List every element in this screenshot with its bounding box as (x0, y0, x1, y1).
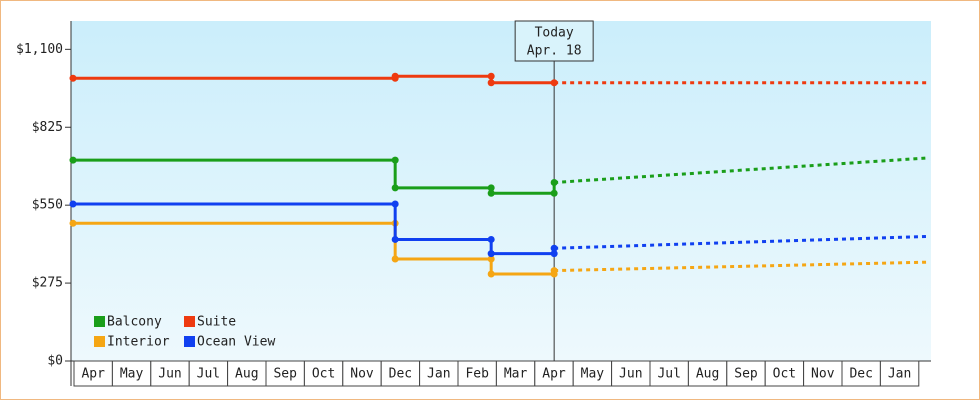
price-point (69, 219, 77, 227)
price-point (487, 250, 495, 258)
legend-label: Ocean View (197, 335, 275, 350)
price-point (487, 184, 495, 192)
price-point (487, 72, 495, 80)
month-cell (111, 360, 152, 387)
price-point (69, 156, 77, 164)
x-tick-label: Mar (504, 367, 528, 382)
x-tick-label: Jul (197, 367, 220, 382)
price-point (391, 255, 399, 263)
legend-swatch (94, 336, 105, 347)
y-tick-label: $1,100 (16, 42, 63, 57)
price-point (391, 72, 399, 80)
month-cell (649, 360, 689, 387)
x-tick-label: Jun (158, 367, 181, 382)
price-point (487, 270, 495, 278)
price-point (550, 189, 558, 197)
x-tick-label: Aug (235, 367, 258, 382)
price-point (69, 74, 77, 82)
price-point (69, 200, 77, 208)
month-cell (188, 360, 229, 387)
legend-swatch (94, 316, 105, 327)
x-tick-label: Apr (81, 367, 105, 382)
forecast-line (554, 234, 930, 250)
x-tick-label: May (120, 367, 144, 382)
price-point (391, 200, 399, 208)
month-cell (687, 360, 728, 387)
month-cell (879, 360, 920, 387)
y-tick-label: $550 (32, 198, 63, 213)
price-point (487, 255, 495, 263)
plot-area (71, 21, 931, 361)
price-point (391, 156, 399, 164)
legend-swatch (184, 316, 195, 327)
x-tick-label: Oct (773, 367, 796, 382)
x-tick-label: Jun (619, 367, 642, 382)
x-tick-label: Dec (849, 367, 872, 382)
legend-label: Interior (107, 335, 170, 350)
today-label: Today (535, 26, 574, 41)
price-line (73, 74, 555, 85)
forecast-line (554, 156, 930, 184)
month-cell (73, 360, 113, 387)
month-cell (841, 360, 881, 387)
y-tick-label: $0 (47, 354, 63, 369)
price-point (391, 184, 399, 192)
month-cell (764, 360, 805, 387)
month-cell (534, 360, 574, 387)
legend-label: Balcony (107, 315, 162, 330)
x-tick-label: Aug (696, 367, 719, 382)
month-cell (457, 360, 497, 387)
x-tick-label: Nov (811, 367, 835, 382)
month-cell (572, 360, 613, 387)
legend-swatch (184, 336, 195, 347)
x-tick-label: Nov (350, 367, 374, 382)
month-cell (803, 360, 843, 387)
y-tick-label: $825 (32, 120, 63, 135)
x-tick-label: Oct (312, 367, 335, 382)
price-point (487, 189, 495, 197)
month-cell (380, 360, 421, 387)
month-cell (227, 360, 267, 387)
forecast-line (554, 260, 930, 273)
y-tick-label: $275 (32, 276, 63, 291)
price-point (487, 235, 495, 243)
x-tick-label: Dec (389, 367, 412, 382)
today-label: Apr. 18 (527, 44, 582, 59)
x-tick-label: Jan (427, 367, 450, 382)
month-cell (265, 360, 305, 387)
x-tick-label: Feb (465, 367, 489, 382)
month-cell (150, 360, 190, 387)
price-point (550, 250, 558, 258)
price-point (487, 79, 495, 87)
today-box (514, 20, 594, 62)
x-tick-label: Sep (273, 367, 297, 382)
x-tick-label: May (581, 367, 605, 382)
x-tick-label: Jul (657, 367, 680, 382)
legend-label: Suite (197, 315, 236, 330)
price-point (391, 235, 399, 243)
x-tick-label: Jan (888, 367, 911, 382)
x-tick-label: Apr (542, 367, 566, 382)
x-tick-label: Sep (734, 367, 758, 382)
